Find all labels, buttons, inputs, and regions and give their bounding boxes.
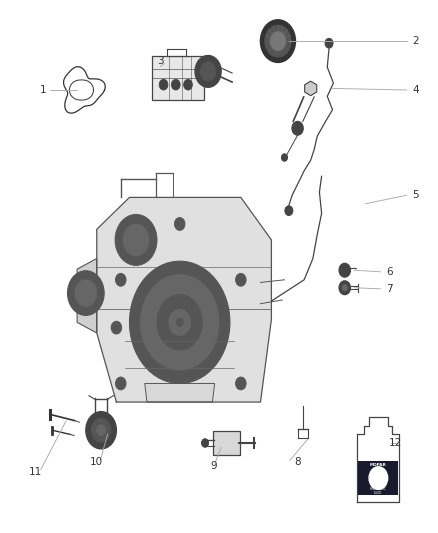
Text: 3: 3 (157, 56, 163, 66)
Text: 9: 9 (210, 461, 217, 471)
Circle shape (67, 271, 104, 316)
Circle shape (111, 321, 122, 334)
Circle shape (174, 217, 185, 230)
Polygon shape (305, 81, 317, 95)
Circle shape (159, 79, 168, 90)
Circle shape (176, 318, 183, 327)
Circle shape (369, 467, 388, 489)
FancyBboxPatch shape (152, 56, 204, 100)
Text: FLUID: FLUID (374, 491, 382, 495)
Circle shape (171, 79, 180, 90)
Text: 7: 7 (386, 284, 392, 294)
Text: 12: 12 (389, 438, 403, 448)
Circle shape (169, 309, 191, 336)
Circle shape (342, 285, 347, 291)
Circle shape (184, 79, 192, 90)
Circle shape (325, 38, 333, 48)
Circle shape (75, 280, 97, 306)
Circle shape (270, 31, 286, 51)
Circle shape (285, 206, 293, 215)
Text: 5: 5 (412, 190, 419, 200)
Polygon shape (97, 197, 272, 402)
Circle shape (116, 377, 126, 390)
FancyBboxPatch shape (213, 431, 240, 455)
Circle shape (200, 62, 216, 81)
Circle shape (236, 377, 246, 390)
Circle shape (86, 411, 117, 449)
Text: 4: 4 (412, 85, 419, 95)
FancyBboxPatch shape (358, 461, 399, 495)
Circle shape (201, 439, 208, 447)
Circle shape (261, 20, 295, 62)
Polygon shape (145, 383, 215, 402)
Circle shape (141, 274, 219, 370)
Circle shape (339, 281, 350, 295)
Text: HYDRAULIC: HYDRAULIC (370, 487, 387, 491)
Circle shape (292, 122, 303, 135)
Circle shape (236, 273, 246, 286)
Text: MOPAR: MOPAR (370, 463, 387, 467)
Circle shape (265, 25, 291, 57)
Text: 2: 2 (412, 36, 419, 46)
Polygon shape (77, 259, 97, 333)
Circle shape (130, 261, 230, 383)
Text: M: M (375, 475, 382, 481)
Circle shape (116, 273, 126, 286)
Text: 11: 11 (29, 467, 42, 477)
Circle shape (339, 263, 350, 277)
Circle shape (97, 425, 106, 435)
Circle shape (157, 295, 202, 350)
Circle shape (115, 214, 157, 265)
Circle shape (282, 154, 288, 161)
Text: 10: 10 (89, 457, 102, 467)
Circle shape (195, 55, 221, 87)
Circle shape (123, 224, 149, 256)
Text: 1: 1 (40, 85, 47, 95)
Circle shape (92, 418, 111, 442)
Text: 6: 6 (386, 267, 392, 277)
Text: 8: 8 (294, 457, 301, 467)
Circle shape (177, 320, 182, 325)
